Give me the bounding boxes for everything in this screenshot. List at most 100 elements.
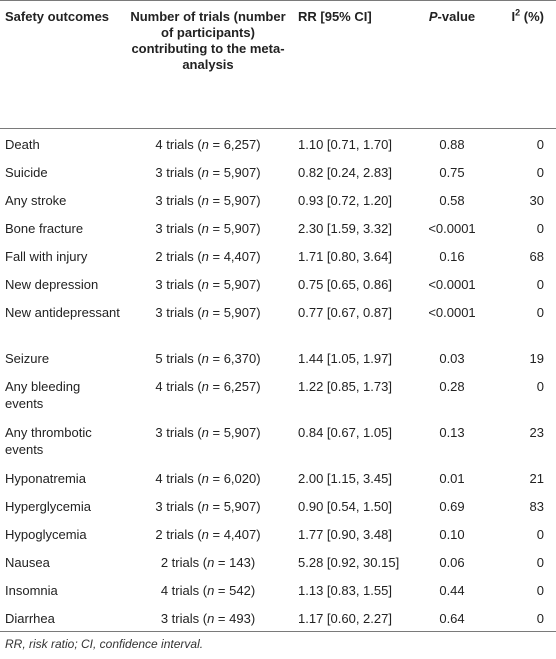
header-i2-sup: 2 (515, 7, 521, 18)
cell-trials-pre: 2 trials ( (155, 249, 202, 264)
cell-i2: 0 (536, 583, 544, 598)
cell-trials-pre: 4 trials ( (155, 137, 202, 152)
cell-trials-n: n (201, 137, 209, 152)
cell-rr-ci: 5.28 [0.92, 30.15] (298, 555, 400, 570)
cell-i2: 0 (536, 277, 544, 292)
cell-i2: 30 (529, 193, 544, 208)
cell-i2: 0 (536, 305, 544, 320)
cell-trials-post: = 5,907) (208, 499, 261, 514)
cell-trials-n: n (201, 305, 209, 320)
cell-trials-n: n (201, 221, 209, 236)
cell-i2: 21 (529, 471, 544, 486)
cell-trials-pre: 2 trials ( (160, 555, 208, 570)
cell-p-value: 0.75 (439, 165, 465, 180)
cell-trials-post: = 5,907) (208, 221, 261, 236)
cell-trials-post: = 493) (214, 611, 256, 626)
cell-trials-pre: 3 trials ( (155, 499, 202, 514)
cell-rr-ci: 0.90 [0.54, 1.50] (298, 499, 392, 514)
cell-trials: 2 trials (n = 143) (126, 547, 290, 575)
cell-rr-ci: 0.77 [0.67, 0.87] (298, 305, 392, 320)
table-row: Hyponatremia 4 trials (n = 6,020) 2.00 [1.… (0, 463, 556, 491)
cell-outcome: Any stroke (5, 193, 67, 208)
cell-trials: 3 trials (n = 5,907) (126, 185, 290, 213)
cell-trials-post: = 143) (214, 555, 256, 570)
cell-trials-pre: 3 trials ( (155, 193, 202, 208)
table-row: New depression 3 trials (n = 5,907) 0.75 [… (0, 269, 556, 297)
cell-rr-ci: 0.84 [0.67, 1.05] (298, 425, 392, 440)
cell-p-value: 0.16 (439, 249, 465, 264)
cell-trials: 3 trials (n = 5,907) (126, 269, 290, 297)
cell-trials-pre: 4 trials ( (155, 471, 202, 486)
cell-outcome: Hypoglycemia (5, 527, 87, 542)
cell-trials-pre: 3 trials ( (155, 165, 202, 180)
table-row: Death 4 trials (n = 6,257) 1.10 [0.71, 1.7… (0, 128, 556, 158)
cell-i2: 0 (536, 555, 544, 570)
table-header: Safety outcomes Number of trials (number… (0, 0, 556, 129)
cell-trials-pre: 2 trials ( (155, 527, 202, 542)
cell-trials-post: = 4,407) (208, 249, 261, 264)
cell-outcome: Any bleeding events (5, 379, 81, 411)
cell-rr-ci: 0.82 [0.24, 2.83] (298, 165, 392, 180)
table-row: Suicide 3 trials (n = 5,907) 0.82 [0.24, 2… (0, 157, 556, 185)
cell-p-value: 0.10 (439, 527, 465, 542)
cell-trials-pre: 3 trials ( (155, 425, 202, 440)
cell-outcome: New depression (5, 277, 99, 292)
cell-rr-ci: 0.93 [0.72, 1.20] (298, 193, 392, 208)
cell-trials-n: n (201, 165, 209, 180)
table-row: Fall with injury 2 trials (n = 4,407) 1.71… (0, 241, 556, 269)
cell-outcome: Nausea (5, 555, 50, 570)
cell-i2: 0 (536, 165, 544, 180)
cell-outcome: Hyperglycemia (5, 499, 91, 514)
cell-trials-n: n (201, 425, 209, 440)
cell-rr-ci: 2.30 [1.59, 3.32] (298, 221, 392, 236)
cell-outcome: Suicide (5, 165, 48, 180)
cell-outcome: Insomnia (5, 583, 58, 598)
cell-trials: 4 trials (n = 542) (126, 575, 290, 603)
table-row: Diarrhea 3 trials (n = 493) 1.17 [0.60, 2.… (0, 603, 556, 632)
cell-i2: 23 (529, 425, 544, 440)
cell-trials-post: = 542) (214, 583, 256, 598)
cell-trials: 2 trials (n = 4,407) (126, 241, 290, 269)
header-p-italic: P (428, 9, 438, 24)
cell-trials: 3 trials (n = 5,907) (126, 417, 290, 463)
cell-trials-pre: 4 trials ( (160, 583, 208, 598)
cell-trials-n: n (207, 583, 215, 598)
cell-trials-pre: 5 trials ( (155, 351, 202, 366)
cell-outcome: Fall with injury (5, 249, 88, 264)
cell-i2: 0 (536, 379, 544, 394)
cell-rr-ci: 1.71 [0.80, 3.64] (298, 249, 392, 264)
cell-trials-post: = 5,907) (208, 193, 261, 208)
cell-trials-n: n (207, 611, 215, 626)
cell-trials-post: = 6,257) (208, 379, 261, 394)
cell-trials-n: n (207, 555, 215, 570)
cell-trials-post: = 5,907) (208, 305, 261, 320)
table-row: New antidepressant 3 trials (n = 5,907) 0.… (0, 297, 556, 343)
cell-p-value: 0.44 (439, 583, 465, 598)
cell-trials: 4 trials (n = 6,257) (126, 129, 290, 158)
cell-i2: 83 (529, 499, 544, 514)
cell-trials: 5 trials (n = 6,370) (126, 343, 290, 371)
cell-rr-ci: 1.22 [0.85, 1.73] (298, 379, 392, 394)
cell-trials: 3 trials (n = 493) (126, 603, 290, 632)
header-i2-rest: (%) (520, 9, 544, 24)
header-p-value: P-value (416, 1, 488, 129)
table-row: Nausea 2 trials (n = 143) 5.28 [0.92, 30.1… (0, 547, 556, 575)
cell-trials-pre: 3 trials ( (155, 305, 202, 320)
cell-rr-ci: 2.00 [1.15, 3.45] (298, 471, 392, 486)
cell-outcome: Hyponatremia (5, 471, 86, 486)
cell-trials-n: n (201, 471, 209, 486)
cell-trials-post: = 6,257) (208, 137, 261, 152)
cell-outcome: Seizure (5, 351, 50, 366)
cell-outcome: Any thrombotic events (5, 425, 92, 457)
cell-trials-n: n (201, 379, 209, 394)
cell-trials-n: n (201, 351, 209, 366)
table-row: Any stroke 3 trials (n = 5,907) 0.93 [0.72… (0, 185, 556, 213)
cell-trials-n: n (201, 527, 209, 542)
table-row: Any bleeding events 4 trials (n = 6,257) 1… (0, 371, 556, 417)
cell-trials-n: n (201, 499, 209, 514)
header-i2: I2 (%) (488, 1, 556, 129)
cell-p-value: <0.0001 (428, 305, 476, 320)
cell-i2: 0 (536, 527, 544, 542)
table-row: Any thrombotic events 3 trials (n = 5,907… (0, 417, 556, 463)
